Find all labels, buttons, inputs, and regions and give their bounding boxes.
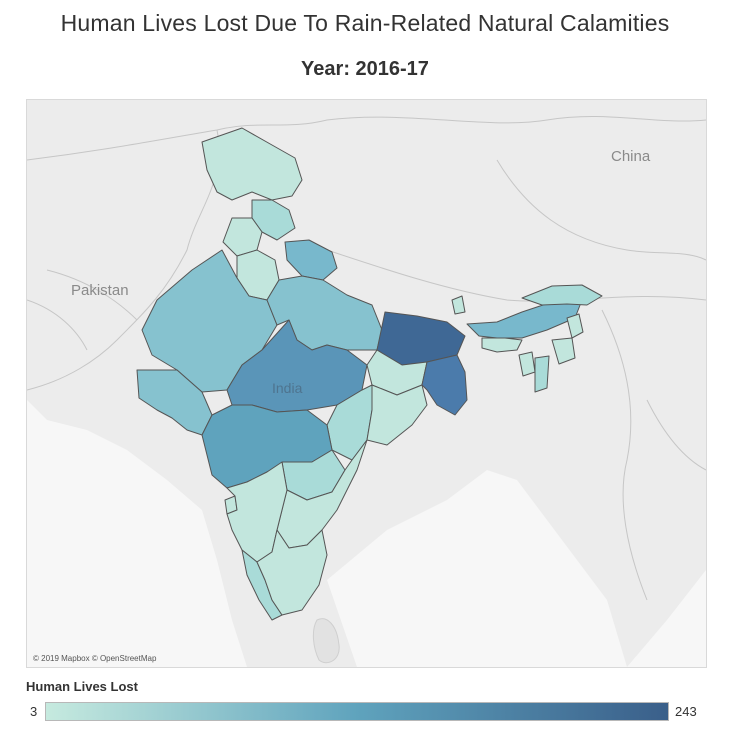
state-nagaland[interactable] <box>566 313 584 339</box>
state-manipur[interactable] <box>551 337 576 365</box>
map-subtitle: Year: 2016-17 <box>301 58 429 80</box>
legend-color-ramp <box>45 702 669 721</box>
state-west-bengal[interactable] <box>421 354 468 416</box>
state-sikkim[interactable] <box>451 295 466 315</box>
arabian-sea <box>27 400 247 667</box>
state-jammu-kashmir[interactable] <box>201 127 303 201</box>
bay-of-bengal <box>327 470 627 667</box>
state-odisha[interactable] <box>366 384 428 446</box>
label-india: India <box>272 380 303 396</box>
state-uttarakhand[interactable] <box>284 239 338 281</box>
state-arunachal[interactable] <box>521 284 603 306</box>
sri-lanka <box>312 618 340 664</box>
map-canvas[interactable] <box>27 100 706 667</box>
country-borders <box>27 116 706 601</box>
label-pakistan: Pakistan <box>71 282 129 299</box>
state-meghalaya[interactable] <box>481 337 523 353</box>
state-tamil-nadu[interactable] <box>256 529 328 616</box>
legend-title: Human Lives Lost <box>26 679 138 694</box>
map-attribution: © 2019 Mapbox © OpenStreetMap <box>33 654 157 663</box>
legend-min-value: 3 <box>30 704 38 719</box>
legend-max-value: 243 <box>675 704 697 719</box>
label-china: China <box>611 148 651 165</box>
state-mizoram[interactable] <box>534 355 550 393</box>
map-title: Human Lives Lost Due To Rain-Related Nat… <box>60 10 670 36</box>
andaman-sea <box>627 570 706 667</box>
choropleth-map[interactable]: China Pakistan India © 2019 Mapbox © Ope… <box>26 99 707 668</box>
state-gujarat[interactable] <box>136 369 213 436</box>
